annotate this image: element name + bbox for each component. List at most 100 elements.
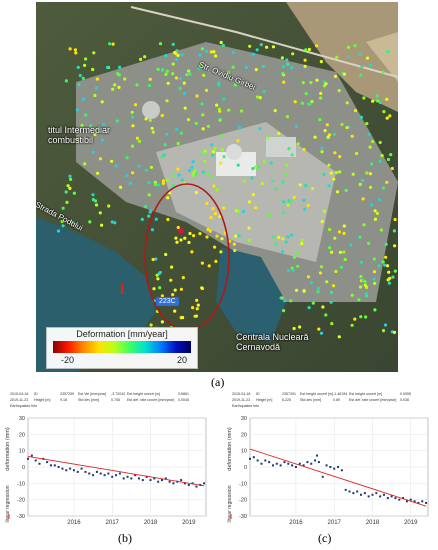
deformation-point [237, 125, 242, 129]
deformation-point [69, 177, 73, 181]
timeseries-b: 2015-04-16 ID 2357259 Est Vel [mm/year] … [0, 390, 214, 530]
data-point [413, 500, 416, 503]
deformation-point [332, 132, 336, 136]
deformation-point [200, 47, 204, 51]
deformation-point [77, 129, 82, 133]
deformation-point [194, 121, 198, 125]
deformation-point [164, 54, 168, 58]
header-c-du: 0.036 [400, 398, 409, 402]
data-point [57, 466, 60, 468]
deformation-point [118, 65, 122, 69]
deformation-point [361, 178, 365, 183]
deformation-point [201, 151, 205, 155]
deformation-point [292, 195, 296, 199]
header-b-du: 0.0045 [178, 398, 189, 402]
data-point [417, 501, 420, 504]
legend-min: -20 [61, 355, 75, 365]
deformation-point [65, 200, 69, 204]
deformation-point [380, 154, 384, 158]
deformation-point [125, 156, 129, 160]
deformation-point [362, 96, 366, 100]
deformation-point [301, 81, 305, 85]
deformation-point [250, 176, 254, 180]
deformation-point [219, 40, 223, 45]
deformation-point [294, 288, 299, 292]
deformation-point [371, 140, 375, 144]
deformation-point [379, 228, 383, 232]
deformation-point [108, 42, 112, 46]
deformation-point [274, 242, 278, 246]
deformation-point [337, 230, 342, 234]
deformation-point [328, 246, 332, 250]
deformation-point [254, 68, 258, 72]
deformation-point [359, 260, 364, 264]
deformation-point [393, 244, 397, 248]
deformation-point [95, 77, 99, 81]
header-c-date-start: 2015-04-16 [232, 392, 251, 396]
deformation-point [233, 248, 237, 253]
deformation-point [56, 229, 61, 233]
deformation-point [309, 281, 314, 285]
data-point [314, 459, 317, 462]
data-point [268, 461, 271, 464]
data-point [340, 469, 343, 472]
deformation-point [220, 237, 224, 241]
deformation-point [292, 326, 296, 331]
deformation-point [212, 184, 216, 188]
deformation-point [80, 123, 84, 127]
deformation-point [294, 124, 298, 128]
deformation-point [367, 241, 371, 245]
deformation-point [331, 284, 336, 288]
deformation-point [367, 132, 371, 136]
deformation-point [251, 167, 255, 171]
deformation-point [201, 127, 205, 131]
deformation-point [344, 188, 348, 192]
deformation-point [338, 170, 342, 174]
header-c-height-label: Height [m] [256, 398, 273, 402]
deformation-point [160, 113, 164, 118]
header-b-height: 9.18 [60, 398, 67, 402]
deformation-point [321, 305, 325, 309]
x-tick-label: 2017 [106, 520, 120, 526]
deformation-point [71, 221, 75, 225]
deformation-point [125, 173, 129, 177]
deformation-point [324, 82, 328, 86]
deformation-point [342, 224, 346, 228]
deformation-point [247, 238, 251, 242]
deformation-point [84, 113, 88, 117]
deformation-point [311, 186, 315, 191]
deformation-point [60, 219, 64, 224]
deformation-point [236, 163, 240, 167]
deformation-point [147, 214, 151, 218]
data-point [149, 479, 152, 482]
deformation-point [368, 145, 372, 149]
data-point [315, 454, 318, 457]
header-b-hu-label: Est height uncert [m] [127, 392, 160, 396]
deformation-point [259, 43, 263, 47]
deformation-point [373, 281, 377, 285]
deformation-point [68, 47, 72, 51]
header-b-earthquakes[interactable]: Earthquakes Info [10, 404, 38, 408]
deformation-point [176, 225, 180, 230]
data-point [187, 483, 190, 486]
deformation-point [383, 263, 387, 267]
deformation-point [213, 146, 217, 150]
deformation-point [94, 203, 99, 207]
deformation-point [270, 179, 275, 183]
deformation-point [150, 126, 154, 130]
legend-title: Deformation [mm/year] [76, 329, 168, 339]
deformation-point [111, 42, 115, 46]
deformation-point [201, 113, 205, 117]
header-c-earthquakes[interactable]: Earthquakes Info [232, 404, 260, 408]
deformation-point [311, 301, 315, 305]
deformation-point [325, 280, 329, 284]
deformation-point [173, 309, 177, 313]
deformation-point [188, 231, 192, 236]
deformation-point [151, 257, 155, 262]
deformation-point [171, 62, 175, 66]
chart-c: -30 -20 -10 0 10 20 30 2016 2017 2018 2019 deformat… [227, 416, 429, 526]
deformation-point [368, 172, 372, 176]
deformation-point [241, 210, 246, 214]
data-point [134, 474, 137, 477]
deformation-point [335, 55, 339, 59]
